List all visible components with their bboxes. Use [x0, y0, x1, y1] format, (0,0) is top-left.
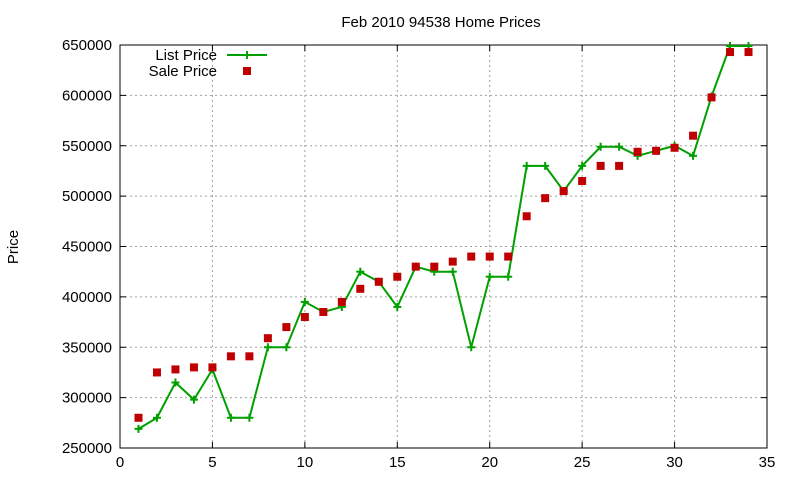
list-price-point: [171, 378, 180, 387]
list-price-line: [137, 45, 749, 430]
sale-price-point: [707, 93, 716, 102]
list-price-point: [300, 297, 309, 306]
legend-item: List Price: [155, 47, 267, 64]
list-price-point: [522, 161, 531, 170]
y-tick-label: 300000: [62, 390, 112, 407]
sale-price-point: [430, 262, 439, 271]
y-tick-label: 500000: [62, 188, 112, 205]
x-tick-label: 0: [116, 454, 124, 471]
sale-price-point: [356, 284, 365, 293]
legend-label: Sale Price: [149, 63, 217, 80]
sale-price-point: [744, 48, 753, 57]
list-price-point: [689, 151, 698, 160]
sale-price-point: [504, 252, 513, 261]
sale-price-point: [263, 334, 272, 343]
list-price-point: [541, 161, 550, 170]
sale-price-point: [245, 352, 254, 361]
x-tick-label: 20: [481, 454, 498, 471]
sale-price-point: [596, 161, 605, 170]
sale-price-point: [689, 131, 698, 140]
y-tick-labels: 250000 300000 350000 400000 450000 500000 5500…: [62, 37, 112, 457]
list-price-point: [485, 272, 494, 281]
axes: [119, 44, 768, 449]
x-tick-label: 30: [666, 454, 683, 471]
y-tick-label: 600000: [62, 87, 112, 104]
sale-price-point: [726, 48, 735, 57]
y-tick-label: 450000: [62, 239, 112, 256]
legend-label: List Price: [155, 47, 217, 64]
sale-price-point: [559, 187, 568, 196]
sale-price-point: [337, 297, 346, 306]
list-price-point: [152, 413, 161, 422]
x-tick-label: 15: [389, 454, 406, 471]
sale-price-point: [152, 368, 161, 377]
sale-price-point: [282, 323, 291, 332]
sale-price-point: [411, 262, 420, 271]
sale-price-point: [300, 313, 309, 322]
list-price-point: [504, 272, 513, 281]
list-price-point: [448, 267, 457, 276]
sale-price-point: [541, 194, 550, 203]
y-axis-label: Price: [5, 230, 22, 264]
sale-price-point: [485, 252, 494, 261]
grid-lines: [120, 45, 767, 448]
x-tick-label: 5: [208, 454, 216, 471]
sale-price-point: [578, 177, 587, 186]
list-price-point: [282, 343, 291, 352]
sale-price-point: [171, 365, 180, 374]
list-price-point: [393, 302, 402, 311]
list-price-point: [615, 142, 624, 151]
sale-price-point: [670, 143, 679, 152]
series-sale-price: [134, 48, 753, 422]
list-price-point: [226, 413, 235, 422]
sale-price-point: [393, 272, 402, 281]
sale-price-point: [615, 161, 624, 170]
sale-price-point: [208, 363, 217, 372]
sale-price-point: [226, 352, 235, 361]
y-tick-label: 250000: [62, 440, 112, 457]
y-tick-label: 400000: [62, 289, 112, 306]
legend-item: Sale Price: [149, 63, 251, 80]
list-price-point: [245, 413, 254, 422]
series-list-price: [134, 42, 753, 433]
data-series: [134, 42, 753, 433]
sale-price-point: [319, 307, 328, 316]
sale-price-point: [522, 212, 531, 221]
plot-frame: [119, 44, 768, 449]
legend-square-swatch: [243, 67, 251, 75]
sale-price-point: [652, 146, 661, 155]
x-tick-labels: 0 5 10 15 20 25 30 35: [116, 454, 776, 471]
x-tick-label: 25: [574, 454, 591, 471]
sale-price-point: [374, 277, 383, 286]
chart-title: Feb 2010 94538 Home Prices: [341, 14, 540, 31]
sale-price-point: [467, 252, 476, 261]
x-tick-label: 10: [297, 454, 314, 471]
list-price-point: [263, 343, 272, 352]
sale-price-point: [189, 363, 198, 372]
list-price-point: [596, 142, 605, 151]
list-price-point: [189, 395, 198, 404]
list-price-point: [356, 267, 365, 276]
x-tick-label: 35: [759, 454, 776, 471]
y-tick-label: 350000: [62, 339, 112, 356]
sale-price-point: [633, 147, 642, 156]
y-tick-label: 550000: [62, 138, 112, 155]
list-price-point: [578, 161, 587, 170]
y-tick-label: 650000: [62, 37, 112, 54]
sale-price-point: [134, 413, 143, 422]
sale-price-point: [448, 257, 457, 266]
list-price-point: [134, 424, 143, 433]
list-price-point: [467, 343, 476, 352]
